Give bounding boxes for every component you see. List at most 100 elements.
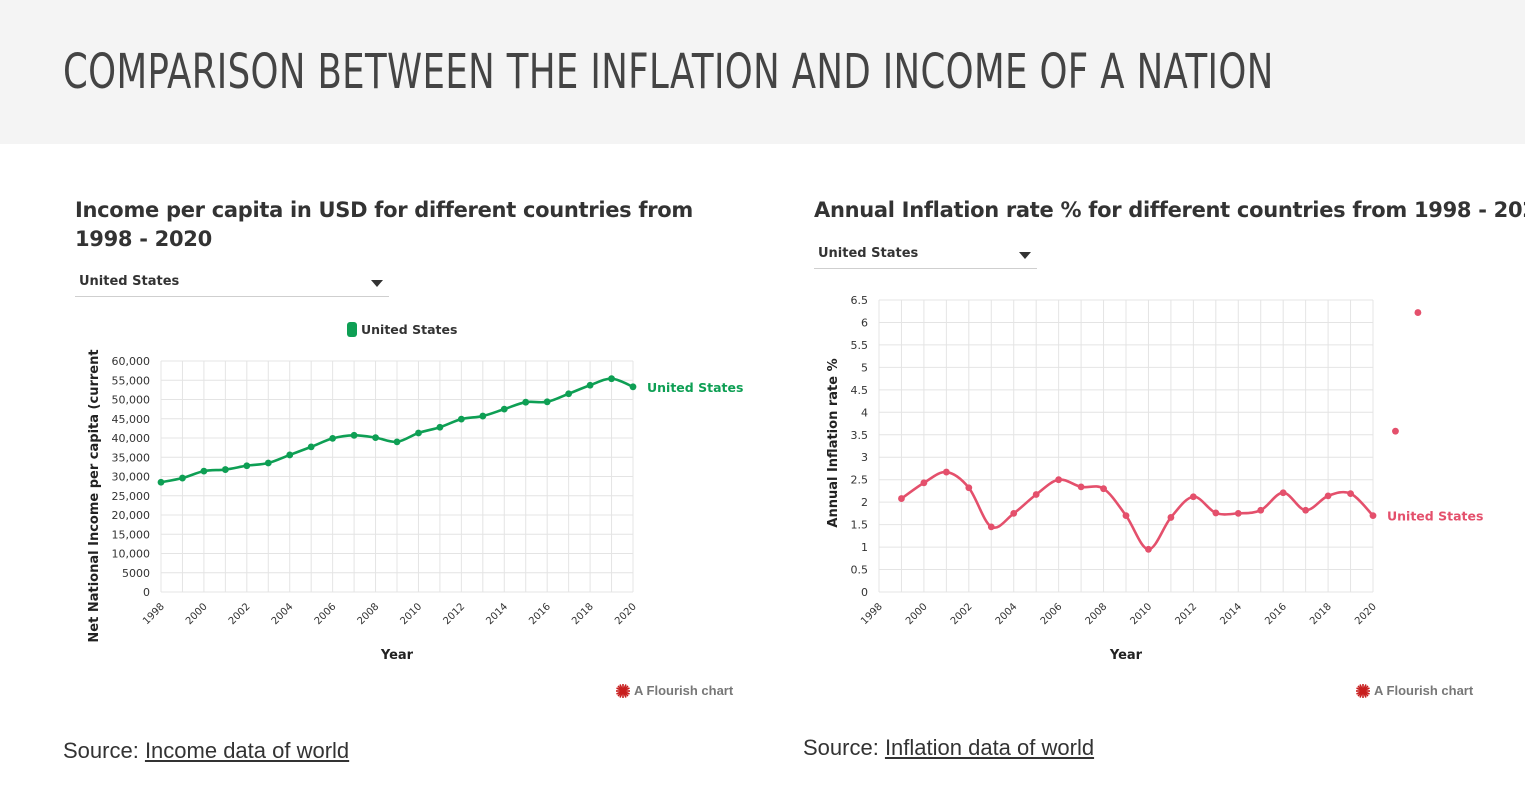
data-point bbox=[1212, 509, 1220, 517]
data-point bbox=[608, 375, 615, 383]
data-point bbox=[987, 523, 995, 531]
data-point bbox=[221, 466, 229, 473]
income-chart-title: Income per capita in USD for different c… bbox=[75, 198, 693, 251]
legend-swatch bbox=[347, 322, 357, 337]
y-tick-label: 30,000 bbox=[112, 471, 151, 484]
data-point bbox=[179, 474, 186, 482]
data-point bbox=[1122, 512, 1130, 520]
data-point bbox=[629, 383, 637, 391]
y-tick-label: 2 bbox=[861, 496, 868, 509]
data-point bbox=[200, 467, 208, 475]
x-tick-label: 2020 bbox=[1353, 601, 1379, 627]
x-tick-label: 2004 bbox=[994, 601, 1020, 627]
inflation-chart-panel: Annual Inflation rate % for different co… bbox=[814, 180, 1525, 710]
data-point bbox=[157, 478, 165, 486]
data-point bbox=[1279, 489, 1287, 497]
data-point bbox=[1055, 476, 1063, 484]
legend-label: United States bbox=[361, 322, 457, 337]
data-point bbox=[1369, 512, 1377, 520]
inflation-dropdown-value: United States bbox=[818, 246, 919, 261]
income-chart-panel: Income per capita in USD for different c… bbox=[75, 180, 755, 710]
x-tick-label: 2018 bbox=[570, 601, 596, 627]
inflation-flourish-credit[interactable]: A Flourish chart bbox=[1356, 683, 1473, 698]
x-axis-label: Year bbox=[1109, 648, 1143, 663]
y-tick-label: 10,000 bbox=[112, 548, 151, 561]
data-point bbox=[898, 495, 905, 502]
x-tick-label: 2016 bbox=[1263, 601, 1289, 627]
data-point bbox=[393, 438, 401, 446]
x-tick-label: 2014 bbox=[1218, 601, 1244, 627]
data-point bbox=[1077, 483, 1085, 491]
x-tick-label: 2006 bbox=[313, 601, 339, 627]
y-tick-label: 4 bbox=[861, 406, 868, 419]
y-tick-label: 0.5 bbox=[851, 564, 869, 577]
series-end-label: United States bbox=[1387, 509, 1483, 524]
inflation-source-link[interactable]: Inflation data of world bbox=[884, 735, 1095, 760]
y-tick-label: 50,000 bbox=[112, 394, 151, 407]
x-tick-label: 2016 bbox=[527, 601, 553, 627]
data-point bbox=[1257, 506, 1265, 514]
data-point bbox=[920, 479, 928, 487]
y-tick-label: 0 bbox=[861, 586, 868, 599]
income-source-link[interactable]: Income data of world bbox=[144, 738, 350, 763]
inflation-chart-title: Annual Inflation rate % for different co… bbox=[814, 198, 1525, 222]
chevron-down-icon bbox=[371, 280, 383, 287]
data-point bbox=[942, 468, 950, 476]
x-tick-label: 2000 bbox=[904, 601, 930, 627]
data-point bbox=[522, 398, 530, 406]
x-tick-label: 1998 bbox=[859, 601, 885, 627]
data-point bbox=[1010, 509, 1018, 517]
x-tick-label: 2010 bbox=[399, 601, 425, 627]
x-tick-label: 2004 bbox=[270, 601, 296, 627]
page-title: COMPARISON BETWEEN THE INFLATION AND INC… bbox=[63, 44, 1274, 100]
x-tick-label: 2000 bbox=[184, 601, 210, 627]
x-tick-label: 2002 bbox=[949, 601, 975, 627]
flourish-logo-icon bbox=[1356, 683, 1370, 698]
y-tick-label: 3 bbox=[861, 451, 868, 464]
y-tick-label: 5.5 bbox=[851, 339, 869, 352]
legend: United States bbox=[347, 322, 457, 337]
y-tick-label: 15,000 bbox=[112, 528, 151, 541]
page-header: COMPARISON BETWEEN THE INFLATION AND INC… bbox=[0, 0, 1525, 144]
data-point bbox=[1145, 545, 1152, 553]
y-tick-label: 1 bbox=[861, 541, 868, 554]
data-point bbox=[565, 390, 573, 398]
y-tick-label: 60,000 bbox=[112, 355, 151, 368]
x-tick-label: 1998 bbox=[141, 601, 167, 627]
x-tick-label: 2018 bbox=[1308, 601, 1334, 627]
inflation-country-dropdown[interactable]: United States bbox=[814, 243, 1037, 269]
x-tick-label: 2020 bbox=[613, 601, 639, 627]
income-country-dropdown[interactable]: United States bbox=[75, 271, 389, 297]
x-tick-label: 2012 bbox=[1173, 601, 1199, 627]
flourish-logo-icon bbox=[616, 683, 630, 698]
x-tick-label: 2008 bbox=[1084, 601, 1110, 627]
data-point bbox=[436, 423, 444, 431]
y-tick-label: 4.5 bbox=[851, 384, 869, 397]
data-point bbox=[1032, 491, 1040, 498]
y-tick-label: 1.5 bbox=[851, 519, 869, 532]
income-flourish-credit[interactable]: A Flourish chart bbox=[616, 683, 733, 698]
data-point bbox=[307, 443, 315, 451]
extra-data-point bbox=[1392, 427, 1399, 435]
chevron-down-icon bbox=[1019, 252, 1031, 259]
x-tick-label: 2010 bbox=[1129, 601, 1155, 627]
data-point bbox=[500, 405, 508, 413]
income-credit-text: A Flourish chart bbox=[634, 683, 734, 698]
inflation-source: Source: Inflation data of world bbox=[803, 735, 1094, 761]
extra-data-point bbox=[1414, 309, 1422, 316]
y-tick-label: 5000 bbox=[122, 567, 150, 580]
y-tick-label: 0 bbox=[143, 586, 150, 599]
data-point bbox=[243, 462, 251, 470]
data-point bbox=[1324, 492, 1332, 500]
y-tick-label: 25,000 bbox=[112, 490, 151, 503]
y-tick-label: 40,000 bbox=[112, 432, 151, 445]
data-point bbox=[264, 459, 272, 467]
series-line bbox=[900, 470, 1375, 551]
x-tick-label: 2002 bbox=[227, 601, 253, 627]
data-point bbox=[1347, 490, 1354, 498]
y-tick-label: 55,000 bbox=[112, 374, 151, 387]
series-end-label: United States bbox=[647, 380, 743, 395]
y-tick-label: 6.5 bbox=[851, 294, 869, 307]
data-point bbox=[479, 412, 487, 420]
data-point bbox=[1100, 485, 1107, 493]
